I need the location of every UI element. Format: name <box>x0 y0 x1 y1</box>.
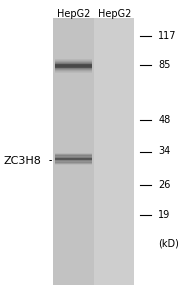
FancyBboxPatch shape <box>55 163 92 164</box>
Text: ZC3H8: ZC3H8 <box>4 155 42 166</box>
FancyBboxPatch shape <box>55 71 92 72</box>
FancyBboxPatch shape <box>55 61 92 62</box>
FancyBboxPatch shape <box>55 72 92 73</box>
FancyBboxPatch shape <box>55 154 92 155</box>
FancyBboxPatch shape <box>55 65 92 66</box>
Text: (kD): (kD) <box>158 238 179 248</box>
FancyBboxPatch shape <box>55 159 92 160</box>
FancyBboxPatch shape <box>55 67 92 68</box>
FancyBboxPatch shape <box>55 72 92 73</box>
FancyBboxPatch shape <box>55 68 92 69</box>
FancyBboxPatch shape <box>55 61 92 62</box>
FancyBboxPatch shape <box>55 161 92 162</box>
Text: 19: 19 <box>158 209 171 220</box>
FancyBboxPatch shape <box>55 66 92 67</box>
FancyBboxPatch shape <box>55 164 92 165</box>
Text: HepG2: HepG2 <box>97 9 131 19</box>
FancyBboxPatch shape <box>55 156 92 157</box>
FancyBboxPatch shape <box>55 60 92 61</box>
FancyBboxPatch shape <box>55 63 92 64</box>
FancyBboxPatch shape <box>55 69 92 70</box>
Text: 117: 117 <box>158 31 177 41</box>
FancyBboxPatch shape <box>55 68 92 69</box>
FancyBboxPatch shape <box>55 70 92 71</box>
FancyBboxPatch shape <box>55 162 92 163</box>
FancyBboxPatch shape <box>55 61 92 62</box>
FancyBboxPatch shape <box>55 63 92 64</box>
FancyBboxPatch shape <box>55 70 92 71</box>
FancyBboxPatch shape <box>55 157 92 158</box>
FancyBboxPatch shape <box>55 157 92 158</box>
Text: 48: 48 <box>158 115 171 125</box>
FancyBboxPatch shape <box>55 59 92 60</box>
Text: HepG2: HepG2 <box>57 9 90 19</box>
FancyBboxPatch shape <box>55 59 92 60</box>
FancyBboxPatch shape <box>55 161 92 162</box>
FancyBboxPatch shape <box>55 153 92 154</box>
FancyBboxPatch shape <box>55 158 92 159</box>
FancyBboxPatch shape <box>55 66 92 67</box>
FancyBboxPatch shape <box>55 64 92 65</box>
FancyBboxPatch shape <box>55 162 92 163</box>
FancyBboxPatch shape <box>55 159 92 160</box>
FancyBboxPatch shape <box>55 155 92 156</box>
FancyBboxPatch shape <box>55 160 92 161</box>
FancyBboxPatch shape <box>55 160 92 161</box>
FancyBboxPatch shape <box>53 18 94 285</box>
FancyBboxPatch shape <box>55 62 92 63</box>
Text: 85: 85 <box>158 59 171 70</box>
FancyBboxPatch shape <box>55 154 92 155</box>
Text: 34: 34 <box>158 146 171 157</box>
Text: 26: 26 <box>158 179 171 190</box>
FancyBboxPatch shape <box>55 158 92 159</box>
FancyBboxPatch shape <box>94 18 134 285</box>
FancyBboxPatch shape <box>55 163 92 164</box>
